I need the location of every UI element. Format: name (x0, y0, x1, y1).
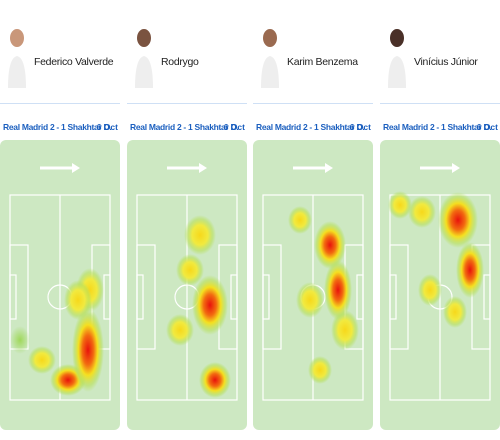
player-name: Vinícius Júnior (414, 56, 478, 68)
date: 6 Oct (349, 122, 371, 132)
match: Real Madrid 2 - 1 Shakhtar D. (3, 122, 112, 132)
divider (380, 103, 500, 104)
heatmap (380, 140, 500, 430)
player-card[interactable]: Vinícius Júnior Real Madrid 2 - 1 Shakht… (380, 0, 500, 440)
divider (253, 103, 373, 104)
match: Real Madrid 2 - 1 Shakhtar D. (256, 122, 365, 132)
heatmap (0, 140, 120, 430)
avatar (261, 29, 279, 88)
player-name: Federico Valverde (34, 56, 114, 68)
divider (127, 103, 247, 104)
avatar (388, 29, 406, 88)
player-card[interactable]: Karim Benzema Real Madrid 2 - 1 Shakhtar… (253, 0, 373, 440)
player-name: Karim Benzema (287, 56, 358, 68)
match: Real Madrid 2 - 1 Shakhtar D. (383, 122, 492, 132)
heatmap (253, 140, 373, 430)
player-card[interactable]: Federico Valverde Real Madrid 2 - 1 Shak… (0, 0, 120, 440)
player-card[interactable]: Rodrygo Real Madrid 2 - 1 Shakhtar D. 6 … (127, 0, 247, 440)
heatmap (127, 140, 247, 430)
date: 6 Oct (96, 122, 118, 132)
date: 6 Oct (476, 122, 498, 132)
divider (0, 103, 120, 104)
date: 6 Oct (223, 122, 245, 132)
avatar (8, 29, 26, 88)
avatar (135, 29, 153, 88)
player-name: Rodrygo (161, 56, 199, 68)
match: Real Madrid 2 - 1 Shakhtar D. (130, 122, 239, 132)
